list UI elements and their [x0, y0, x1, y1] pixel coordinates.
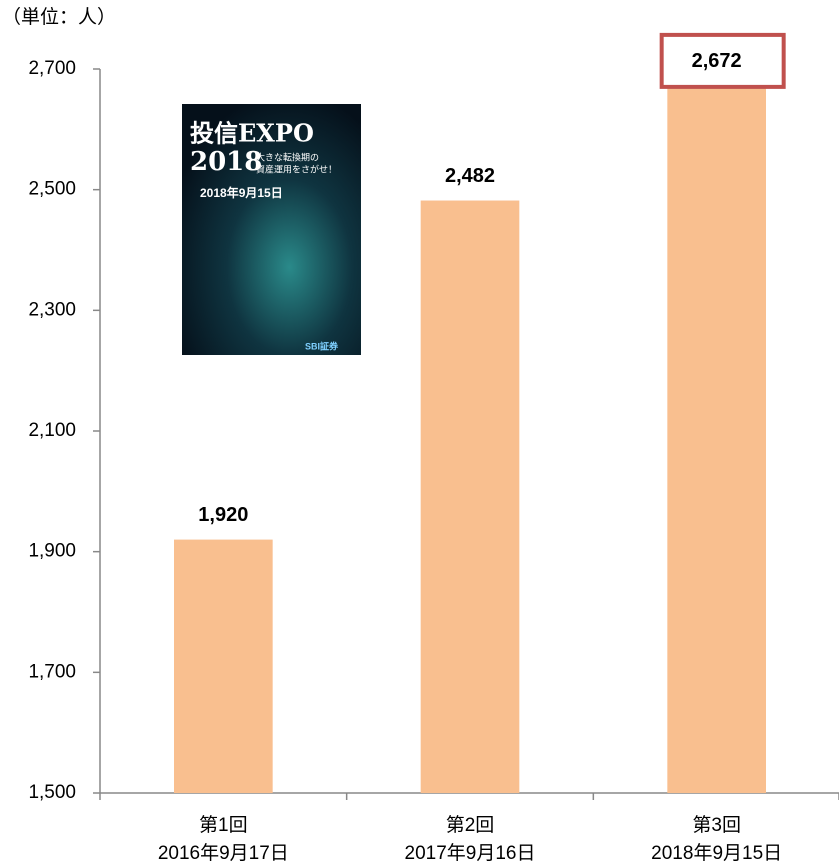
x-tick-label: 2017年9月16日: [405, 842, 536, 864]
x-tick-label: 2018年9月15日: [651, 842, 782, 864]
y-tick-label: 2,700: [28, 58, 76, 79]
bar: [420, 200, 520, 793]
value-label: 2,482: [445, 165, 495, 187]
y-axis-label: （単位：人）: [2, 6, 116, 28]
y-tick-label: 1,900: [28, 541, 76, 562]
poster: 投信EXPO 2018 大きな転換期の 資産運用をさがせ！ 2018年9月15日…: [182, 104, 361, 355]
poster-sponsor: SBI証券: [305, 340, 339, 351]
y-tick-label: 2,100: [28, 420, 76, 441]
x-tick-label: 第3回: [692, 814, 741, 836]
poster-title: 投信EXPO: [190, 119, 314, 148]
poster-year: 2018: [190, 147, 262, 177]
poster-date: 2018年9月15日: [200, 185, 283, 200]
x-tick-label: 第2回: [446, 814, 495, 836]
value-label: 2,672: [692, 50, 742, 72]
value-label: 1,920: [198, 504, 248, 526]
poster-subtitle: 資産運用をさがせ！: [256, 163, 337, 174]
poster-subtitle: 大きな転換期の: [256, 151, 319, 162]
poster-background: [182, 104, 361, 355]
y-tick-label: 2,300: [28, 299, 76, 320]
y-tick-label: 1,700: [28, 661, 76, 682]
y-tick-label: 2,500: [28, 179, 76, 200]
highlight-box: [659, 32, 786, 89]
x-tick-label: 2016年9月17日: [158, 842, 289, 864]
y-tick-label: 1,500: [28, 782, 76, 803]
bar: [667, 85, 766, 794]
bar: [174, 539, 273, 793]
x-tick-label: 第1回: [199, 814, 248, 836]
